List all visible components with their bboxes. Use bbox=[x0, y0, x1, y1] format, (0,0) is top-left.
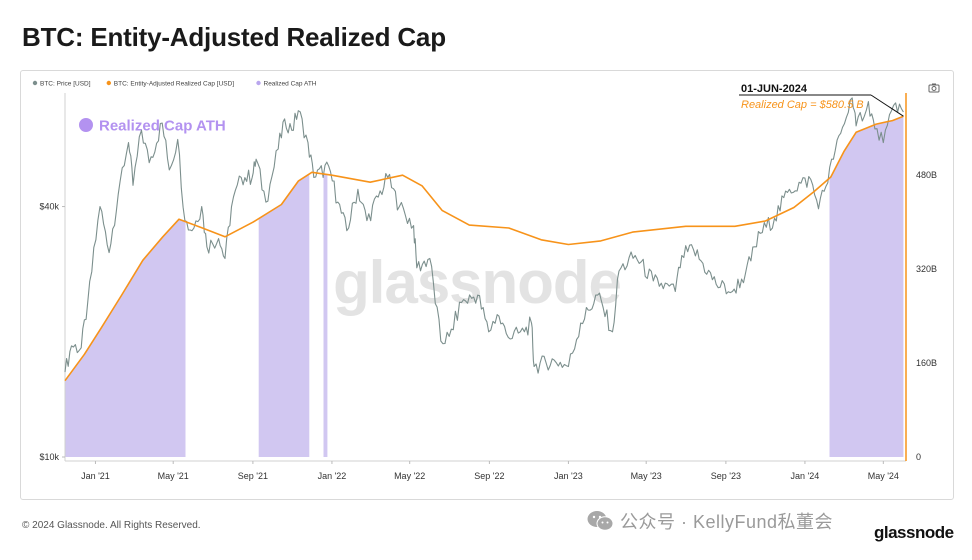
x-tick-label: May '22 bbox=[394, 471, 425, 481]
x-tick-label: May '21 bbox=[158, 471, 189, 481]
annotation-date: 01-JUN-2024 bbox=[741, 83, 808, 95]
legend-dot-2 bbox=[256, 80, 261, 86]
annotation: 01-JUN-2024 Realized Cap = $580.5 B bbox=[739, 83, 904, 117]
x-tick-label: Jan '21 bbox=[81, 471, 110, 481]
ath-period-0 bbox=[65, 219, 186, 457]
ath-period-2 bbox=[323, 174, 328, 457]
brand-logo: glassnode bbox=[874, 523, 954, 542]
x-tick-label: May '24 bbox=[868, 471, 899, 481]
y-right-tick-label: 0 bbox=[916, 452, 921, 462]
copyright: © 2024 Glassnode. All Rights Reserved. bbox=[22, 520, 201, 531]
series-lines bbox=[64, 97, 904, 382]
page-title: BTC: Entity-Adjusted Realized Cap bbox=[22, 22, 446, 52]
y-left-tick-label: $40k bbox=[39, 202, 59, 212]
y-right-tick-label: 480B bbox=[916, 170, 937, 180]
wechat-icon bbox=[587, 511, 614, 531]
wechat-text: 公众号 · KellyFund私董会 bbox=[620, 512, 834, 532]
x-tick-label: Jan '22 bbox=[318, 471, 347, 481]
x-tick-label: Jan '24 bbox=[791, 471, 820, 481]
x-tick-label: Jan '23 bbox=[554, 471, 583, 481]
x-tick-label: Sep '23 bbox=[711, 471, 741, 481]
price-line bbox=[64, 97, 904, 374]
ath-shading: Realized Cap ATH bbox=[65, 116, 904, 457]
ath-period-3 bbox=[829, 116, 904, 457]
annotation-value: Realized Cap = $580.5 B bbox=[741, 99, 864, 111]
legend-item-0: BTC: Price [USD] bbox=[40, 81, 91, 88]
legend-item-1: BTC: Entity-Adjusted Realized Cap [USD] bbox=[114, 81, 234, 88]
realized-cap-line bbox=[64, 115, 904, 382]
ath-period-1 bbox=[258, 173, 310, 457]
y-right-tick-label: 320B bbox=[916, 264, 937, 274]
legend-item-2: Realized Cap ATH bbox=[264, 81, 317, 88]
legend: BTC: Price [USD] BTC: Entity-Adjusted Rea… bbox=[32, 80, 317, 88]
legend-dot-1 bbox=[106, 80, 112, 86]
annotation-leader bbox=[870, 94, 904, 117]
wechat-watermark: 公众号 · KellyFund私董会 bbox=[586, 508, 833, 534]
x-tick-label: Sep '22 bbox=[474, 471, 504, 481]
y-right-tick-label: 160B bbox=[916, 358, 937, 368]
ath-label: Realized Cap ATH bbox=[79, 118, 226, 135]
x-tick-label: Sep '21 bbox=[238, 471, 268, 481]
ath-label-dot bbox=[79, 118, 93, 132]
chart-panel: Realized Cap ATH glassnode Jan '21 May '2… bbox=[20, 70, 954, 500]
camera-icon[interactable] bbox=[928, 83, 940, 93]
legend-dot-0 bbox=[32, 80, 38, 86]
watermark: glassnode bbox=[333, 249, 621, 316]
y-left-tick-label: $10k bbox=[39, 452, 59, 462]
axes: Jan '21 May '21 Sep '21 Jan '22 May '22 Sep '… bbox=[39, 93, 937, 481]
chart-svg: Realized Cap ATH glassnode Jan '21 May '2… bbox=[32, 80, 940, 481]
x-tick-label: May '23 bbox=[631, 471, 662, 481]
